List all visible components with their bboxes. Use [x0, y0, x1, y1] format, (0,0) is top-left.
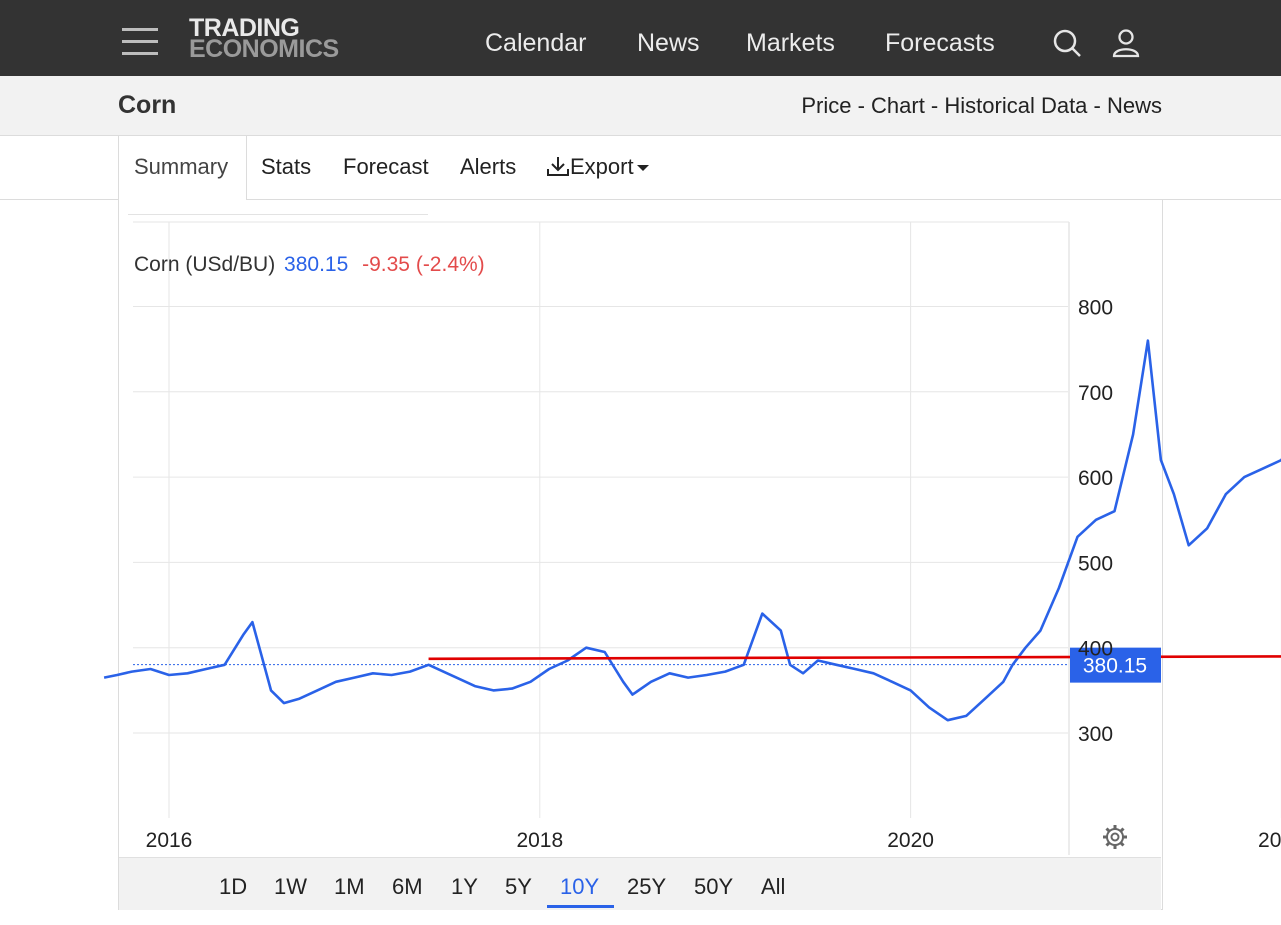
chart-marks: 380.15	[103, 339, 1281, 722]
logo-line-2: ECONOMICS	[189, 35, 339, 63]
range-1y[interactable]: 1Y	[451, 874, 478, 899]
chart-axis-labels: 30040050060070080020162018202020222024	[146, 297, 1281, 853]
x-tick-label: 2022	[1258, 829, 1281, 852]
link-separator: -	[1087, 93, 1107, 118]
export-label: Export	[570, 154, 634, 179]
range-50y[interactable]: 50Y	[694, 874, 734, 899]
link-historical-data[interactable]: Historical Data	[944, 93, 1088, 118]
nav-forecasts[interactable]: Forecasts	[885, 29, 995, 57]
last-price-badge	[1070, 647, 1161, 683]
link-chart[interactable]: Chart	[871, 93, 925, 118]
y-tick-label: 500	[1078, 552, 1113, 575]
series-change: -9.35 (-2.4%)	[362, 253, 485, 276]
menu-icon[interactable]	[122, 28, 158, 56]
range-5y[interactable]: 5Y	[505, 874, 532, 899]
y-tick-label: 300	[1078, 723, 1113, 746]
nav-calendar[interactable]: Calendar	[485, 29, 587, 57]
chevron-down-icon	[636, 165, 649, 172]
search-icon[interactable]	[1050, 26, 1084, 60]
nav-news[interactable]: News	[637, 29, 700, 57]
top-navigation-bar	[0, 0, 1281, 76]
chart-panel	[118, 200, 1163, 910]
range-25y[interactable]: 25Y	[627, 874, 667, 899]
chart-grid	[133, 221, 1281, 855]
y-tick-label: 600	[1078, 467, 1113, 490]
gear-icon[interactable]	[1101, 823, 1129, 851]
tab-stats[interactable]: Stats	[261, 154, 312, 179]
tab-forecast[interactable]: Forecast	[343, 154, 429, 179]
y-tick-label: 800	[1078, 297, 1113, 320]
series-price: 380.15	[284, 253, 349, 276]
tab-alerts[interactable]: Alerts	[460, 154, 517, 179]
x-tick-label: 2016	[146, 829, 193, 852]
series-name: Corn (USd/BU)	[134, 253, 276, 276]
page-links: Price - Chart - Historical Data - News	[801, 93, 1162, 119]
tab-summary[interactable]: Summary	[134, 154, 229, 179]
x-tick-label: 2020	[887, 829, 934, 852]
last-price-label: 380.15	[1083, 655, 1147, 678]
link-separator: -	[924, 93, 945, 118]
range-6m[interactable]: 6M	[392, 874, 423, 899]
y-tick-label: 400	[1078, 638, 1113, 661]
sub-header	[0, 76, 1281, 136]
chart-legend: Corn (USd/BU) 380.15 -9.35 (-2.4%)	[134, 253, 485, 277]
download-icon	[547, 157, 569, 176]
link-price[interactable]: Price	[801, 93, 852, 118]
range-selector-bar	[119, 857, 1161, 910]
chart-toolbar-scrolled	[128, 200, 428, 215]
page-title: Corn	[118, 91, 177, 119]
x-tick-label: 2018	[516, 829, 563, 852]
nav-markets[interactable]: Markets	[746, 29, 835, 57]
logo-line-1: TRADING	[189, 14, 300, 42]
range-10y[interactable]: 10Y	[560, 874, 600, 899]
price-series-line	[103, 339, 1281, 722]
tab-summary-frame	[118, 136, 247, 200]
user-icon[interactable]	[1109, 26, 1143, 60]
range-1w[interactable]: 1W	[274, 874, 307, 899]
range-1d[interactable]: 1D	[219, 874, 248, 899]
link-news[interactable]: News	[1106, 93, 1162, 118]
link-separator: -	[851, 93, 872, 118]
site-logo[interactable]: TRADING ECONOMICS	[189, 14, 339, 63]
range-all[interactable]: All	[761, 874, 786, 899]
trendline	[428, 655, 1281, 661]
range-1m[interactable]: 1M	[334, 874, 365, 899]
export-button[interactable]: Export	[546, 154, 649, 180]
y-tick-label: 700	[1078, 382, 1113, 405]
active-range-indicator	[547, 905, 614, 908]
